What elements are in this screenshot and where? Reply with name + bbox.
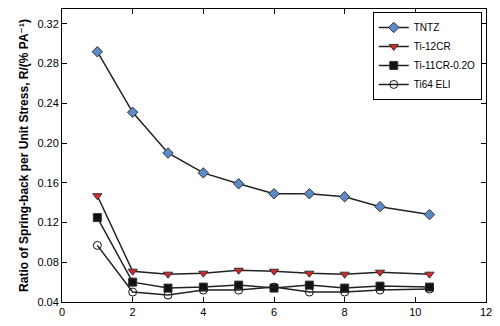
svg-text:Ti-12CR: Ti-12CR [414, 41, 451, 52]
svg-text:Ti-11CR-0.2O: Ti-11CR-0.2O [414, 60, 475, 71]
svg-text:Ti64 ELI: Ti64 ELI [414, 79, 451, 90]
svg-text:12: 12 [480, 306, 492, 318]
svg-text:0.16: 0.16 [37, 177, 58, 189]
svg-text:Ratio of Spring-back per Unit: Ratio of Spring-back per Unit Stress, R/… [17, 19, 31, 292]
svg-text:10: 10 [409, 306, 421, 318]
svg-text:0.08: 0.08 [37, 256, 58, 268]
svg-text:6: 6 [271, 306, 277, 318]
svg-text:0: 0 [59, 306, 65, 318]
svg-text:0.24: 0.24 [37, 97, 58, 109]
svg-text:8: 8 [342, 306, 348, 318]
svg-text:4: 4 [200, 306, 206, 318]
svg-text:0.20: 0.20 [37, 137, 58, 149]
svg-text:2: 2 [130, 306, 136, 318]
svg-text:0.32: 0.32 [37, 18, 58, 30]
svg-text:TNTZ: TNTZ [414, 22, 440, 33]
svg-text:0.04: 0.04 [37, 296, 58, 308]
svg-text:0.12: 0.12 [37, 216, 58, 228]
svg-text:0.28: 0.28 [37, 57, 58, 69]
